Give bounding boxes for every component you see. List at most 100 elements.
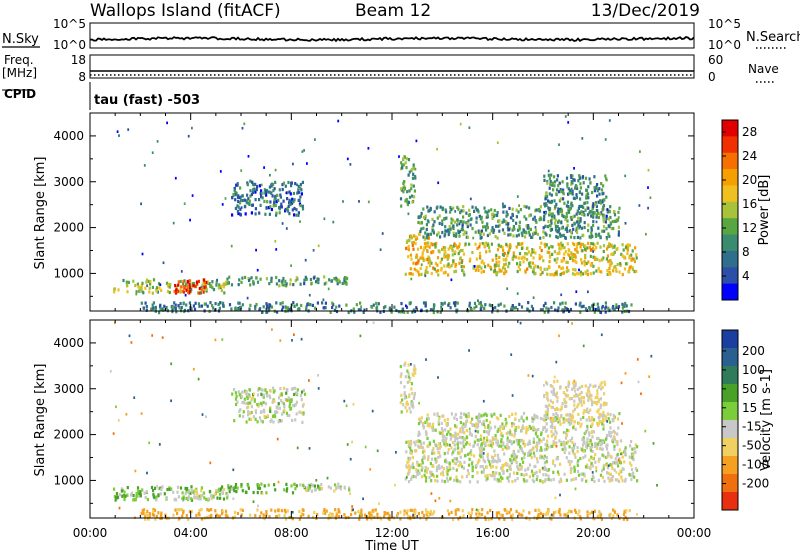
range-gate-cell [113,494,116,499]
range-gate-cell [575,220,578,224]
range-gate-cell [575,226,578,230]
range-gate-cell [599,310,603,315]
range-gate-cell [299,394,303,398]
scatter-cell [570,187,573,191]
range-gate-cell [448,230,451,234]
range-gate-cell [126,493,129,497]
range-gate-cell [459,257,462,261]
scatter-cell [308,379,310,382]
range-gate-cell [480,229,483,233]
range-gate-cell [265,277,268,281]
range-gate-cell [457,517,460,521]
range-gate-cell [423,242,427,246]
range-gate-cell [478,245,481,249]
range-gate-cell [568,249,571,253]
range-gate-cell [604,383,607,387]
scatter-cell [315,479,318,482]
range-gate-cell [454,436,457,440]
range-gate-cell [151,291,154,295]
range-gate-cell [544,429,548,433]
range-gate-cell [564,404,567,408]
range-gate-cell [585,194,588,198]
range-gate-cell [559,477,562,481]
range-gate-cell [609,413,612,417]
range-gate-cell [418,232,421,236]
range-gate-cell [554,393,557,397]
range-gate-cell [214,509,217,513]
range-gate-cell [533,413,536,417]
range-gate-cell [547,173,550,177]
range-gate-cell [550,219,553,223]
range-gate-cell [453,461,456,465]
range-gate-cell [594,441,597,445]
range-gate-cell [147,279,150,284]
range-gate-cell [616,440,619,444]
range-gate-cell [372,303,375,307]
range-gate-cell [418,439,421,443]
range-gate-cell [457,446,460,450]
y-tick-label: 2000 [53,428,84,442]
range-gate-cell [471,417,474,421]
range-gate-cell [269,190,272,194]
range-gate-cell [449,432,452,437]
scatter-cell [306,162,308,165]
scatter-cell [604,138,607,141]
range-gate-cell [603,229,606,233]
scatter-cell [166,121,168,125]
range-gate-cell [520,305,524,309]
range-gate-cell [445,422,448,426]
scatter-cell [506,287,509,290]
range-gate-cell [626,243,630,247]
range-gate-cell [484,303,487,307]
range-gate-cell [481,259,484,263]
range-gate-cell [434,244,437,248]
scatter-cell [161,336,164,339]
range-gate-cell [335,513,338,517]
range-gate-cell [551,212,554,216]
range-gate-cell [144,517,147,521]
range-gate-cell [623,509,626,513]
colorbar-cell [722,267,738,285]
range-gate-cell [550,517,553,521]
range-gate-cell [498,517,501,521]
nsky-frame [89,22,695,49]
range-gate-cell [434,460,437,464]
range-gate-cell [553,180,557,184]
scatter-cell [509,216,512,219]
range-gate-cell [499,475,502,479]
range-gate-cell [573,403,576,407]
range-gate-cell [616,218,620,222]
range-gate-cell [593,302,596,306]
range-gate-cell [556,379,559,383]
range-gate-cell [584,253,587,257]
scatter-cell [647,186,649,189]
scatter-cell [510,353,513,356]
scatter-cell [559,493,561,497]
range-gate-cell [534,427,537,431]
range-gate-cell [596,241,599,245]
range-gate-cell [413,394,416,398]
range-gate-cell [544,212,547,216]
range-gate-cell [597,478,600,482]
range-gate-cell [566,394,569,398]
range-gate-cell [539,246,542,250]
range-gate-cell [327,517,330,521]
scatter-cell [574,487,577,491]
range-gate-cell [294,403,297,407]
scatter-cell [269,173,271,177]
range-gate-cell [480,266,483,270]
range-gate-cell [144,515,147,519]
range-gate-cell [390,310,393,314]
range-gate-cell [572,426,575,430]
range-gate-cell [636,445,639,449]
range-gate-cell [609,244,613,248]
range-gate-cell [298,517,301,521]
range-gate-cell [439,235,442,239]
range-gate-cell [279,393,282,397]
range-gate-cell [315,280,318,284]
range-gate-cell [612,252,615,256]
range-gate-cell [408,443,411,447]
range-gate-cell [479,230,482,234]
